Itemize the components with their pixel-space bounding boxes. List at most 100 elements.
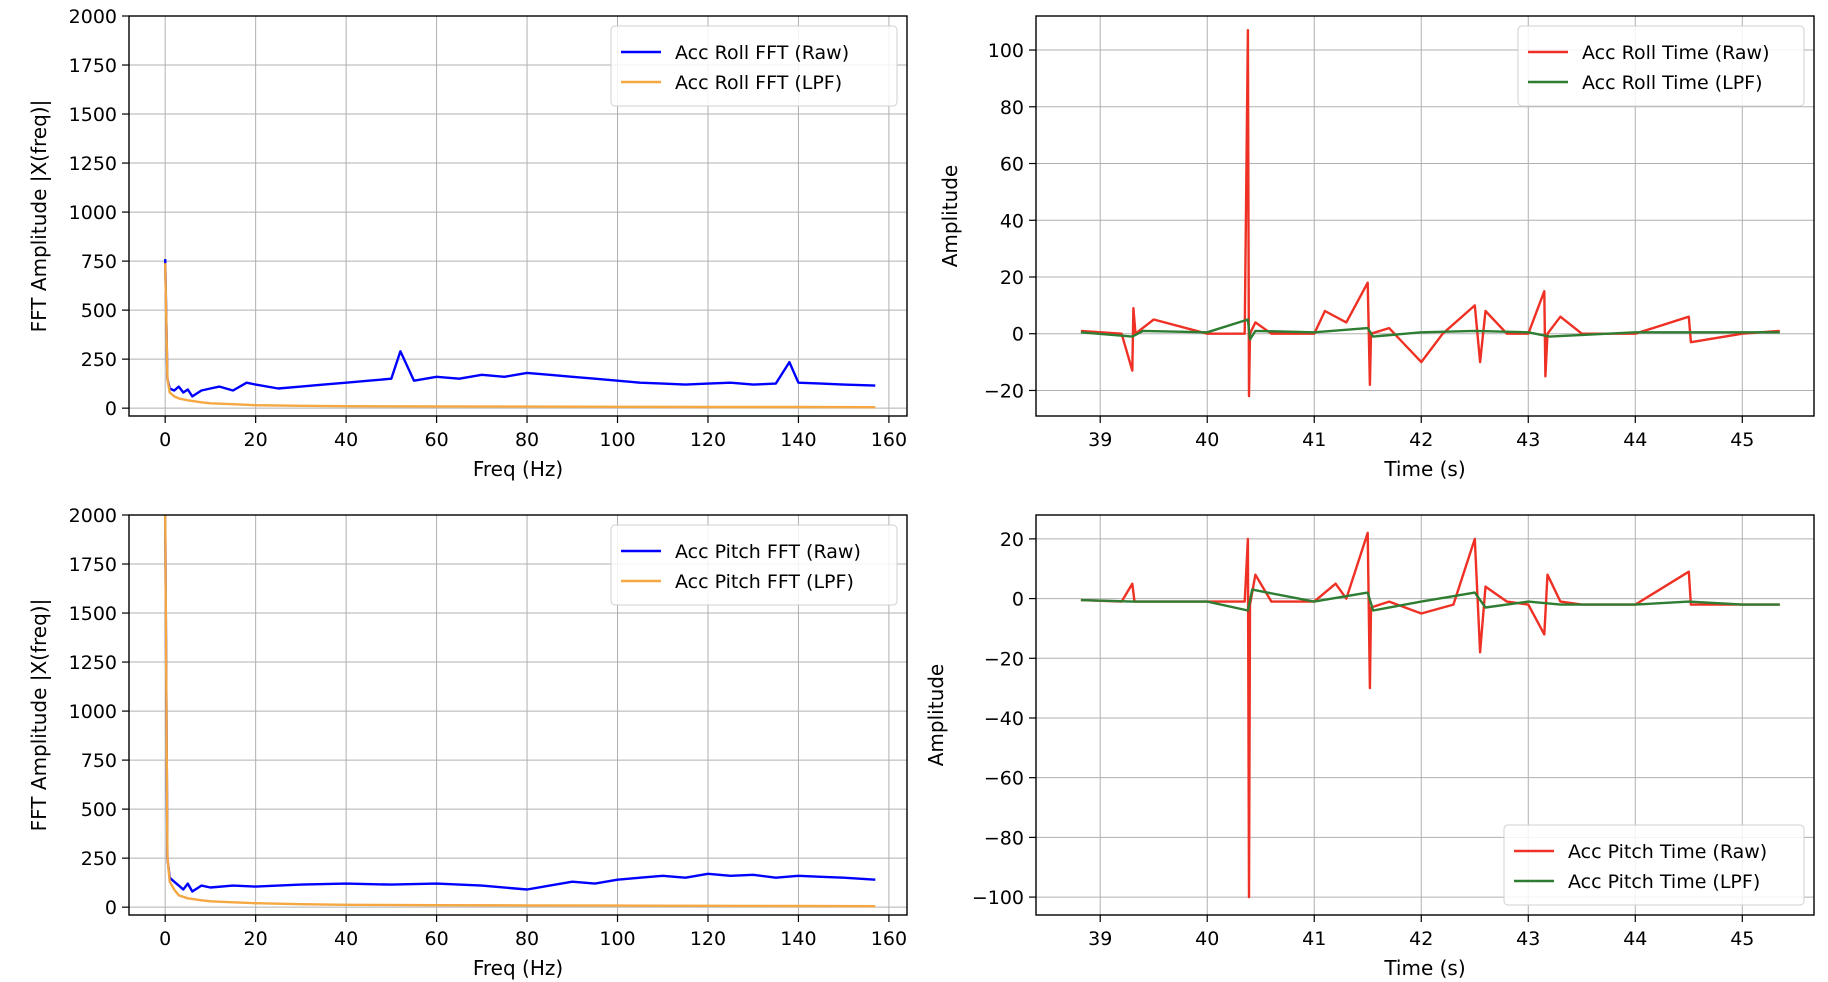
x-tick-label: 100	[599, 928, 635, 950]
y-tick-label: 1000	[69, 701, 117, 723]
y-axis-label: FFT Amplitude |X(freq)|	[27, 599, 51, 832]
y-tick-label: 0	[105, 398, 117, 420]
x-tick-label: 140	[780, 928, 816, 950]
y-tick-label: −20	[984, 380, 1024, 402]
y-tick-label: −100	[972, 887, 1024, 909]
series-line-1	[164, 263, 876, 409]
x-tick-label: 60	[424, 429, 448, 451]
y-axis-label: Amplitude	[938, 165, 962, 268]
series-line-1	[1080, 588, 1780, 612]
x-tick-label: 40	[1195, 429, 1219, 451]
x-axis-label: Freq (Hz)	[473, 956, 563, 980]
x-tick-label: 42	[1409, 429, 1433, 451]
legend-entry: Acc Roll Time (LPF)	[1582, 72, 1763, 94]
x-tick-label: 140	[780, 429, 816, 451]
x-tick-label: 160	[871, 928, 907, 950]
plot-frame	[128, 15, 908, 417]
y-tick-label: 750	[81, 251, 117, 273]
x-tick-label: 39	[1088, 429, 1112, 451]
y-tick-label: 500	[81, 799, 117, 821]
x-axis-label: Time (s)	[1383, 457, 1465, 481]
legend: Acc Pitch FFT (Raw) Acc Pitch FFT (LPF)	[610, 524, 898, 606]
y-tick-label: 250	[81, 349, 117, 371]
legend-box	[1517, 25, 1805, 107]
y-tick-label: −60	[984, 768, 1024, 790]
legend: Acc Pitch Time (Raw) Acc Pitch Time (LPF)	[1503, 824, 1805, 906]
y-tick-label: 1250	[69, 652, 117, 674]
plot-pitch-fft: 0 20 40 60 80 100 120 140 160 0 250 500 750 1000 1250 1…	[27, 505, 908, 980]
legend-box	[610, 524, 898, 606]
y-tick-label: 2000	[69, 505, 117, 527]
x-tick-label: 45	[1730, 928, 1754, 950]
x-tick-label: 120	[690, 928, 726, 950]
y-tick-label: 0	[1012, 589, 1024, 611]
x-tick-label: 43	[1516, 429, 1540, 451]
y-tick-label: 0	[105, 897, 117, 919]
x-tick-label: 44	[1623, 429, 1647, 451]
legend-box	[1503, 824, 1805, 906]
y-tick-label: −40	[984, 708, 1024, 730]
x-tick-label: 39	[1088, 928, 1112, 950]
x-tick-label: 80	[515, 429, 539, 451]
legend-entry: Acc Roll FFT (LPF)	[675, 72, 842, 94]
x-tick-label: 43	[1516, 928, 1540, 950]
y-axis-label: Amplitude	[924, 664, 948, 767]
y-tick-label: −20	[984, 648, 1024, 670]
x-axis-label: Freq (Hz)	[473, 457, 563, 481]
y-tick-label: 20	[1000, 529, 1024, 551]
x-axis-label: Time (s)	[1383, 956, 1465, 980]
x-tick-label: 80	[515, 928, 539, 950]
y-tick-label: 0	[1012, 324, 1024, 346]
x-tick-label: 20	[244, 429, 268, 451]
legend: Acc Roll FFT (Raw) Acc Roll FFT (LPF)	[610, 25, 898, 107]
legend-entry: Acc Roll Time (Raw)	[1582, 42, 1770, 64]
y-tick-label: 20	[1000, 267, 1024, 289]
x-tick-label: 120	[690, 429, 726, 451]
x-tick-label: 40	[334, 928, 358, 950]
x-tick-label: 100	[599, 429, 635, 451]
y-tick-label: −80	[984, 827, 1024, 849]
plot-roll-fft: 0 20 40 60 80 100 120 140 160 0 250 500 750 1000 1250 1…	[27, 6, 908, 481]
legend-box	[610, 25, 898, 107]
y-tick-label: 1500	[69, 104, 117, 126]
y-tick-label: 250	[81, 848, 117, 870]
y-tick-label: 40	[1000, 210, 1024, 232]
legend-entry: Acc Pitch Time (Raw)	[1568, 841, 1767, 863]
y-tick-label: 1250	[69, 153, 117, 175]
y-axis-label: FFT Amplitude |X(freq)|	[27, 100, 51, 333]
y-tick-label: 500	[81, 300, 117, 322]
x-tick-label: 60	[424, 928, 448, 950]
legend-entry: Acc Pitch Time (LPF)	[1568, 871, 1760, 893]
series-line-0	[164, 259, 876, 398]
plot-frame	[1035, 15, 1815, 417]
y-tick-label: 750	[81, 750, 117, 772]
y-tick-label: 2000	[69, 6, 117, 28]
legend-entry: Acc Pitch FFT (LPF)	[675, 571, 854, 593]
y-tick-label: 1750	[69, 55, 117, 77]
series-line-1	[164, 515, 876, 908]
x-tick-label: 0	[159, 928, 171, 950]
series-line-0	[1080, 531, 1780, 899]
x-tick-label: 44	[1623, 928, 1647, 950]
y-tick-label: 80	[1000, 97, 1024, 119]
plot-pitch-time: 39 40 41 42 43 44 45 −100 −80 −60 −40 −20 0 20 Time (s…	[924, 514, 1815, 980]
series-line-0	[164, 515, 876, 893]
y-tick-label: 60	[1000, 154, 1024, 176]
x-tick-label: 42	[1409, 928, 1433, 950]
y-tick-label: 1000	[69, 202, 117, 224]
x-tick-label: 0	[159, 429, 171, 451]
x-tick-label: 45	[1730, 429, 1754, 451]
y-tick-label: 100	[988, 40, 1024, 62]
x-tick-label: 41	[1302, 928, 1326, 950]
legend: Acc Roll Time (Raw) Acc Roll Time (LPF)	[1517, 25, 1805, 107]
x-tick-label: 160	[871, 429, 907, 451]
legend-entry: Acc Pitch FFT (Raw)	[675, 541, 861, 563]
x-tick-label: 40	[1195, 928, 1219, 950]
y-tick-label: 1500	[69, 603, 117, 625]
x-tick-label: 41	[1302, 429, 1326, 451]
series-line-1	[1080, 318, 1780, 341]
y-tick-label: 1750	[69, 554, 117, 576]
legend-entry: Acc Roll FFT (Raw)	[675, 42, 849, 64]
x-tick-label: 40	[334, 429, 358, 451]
